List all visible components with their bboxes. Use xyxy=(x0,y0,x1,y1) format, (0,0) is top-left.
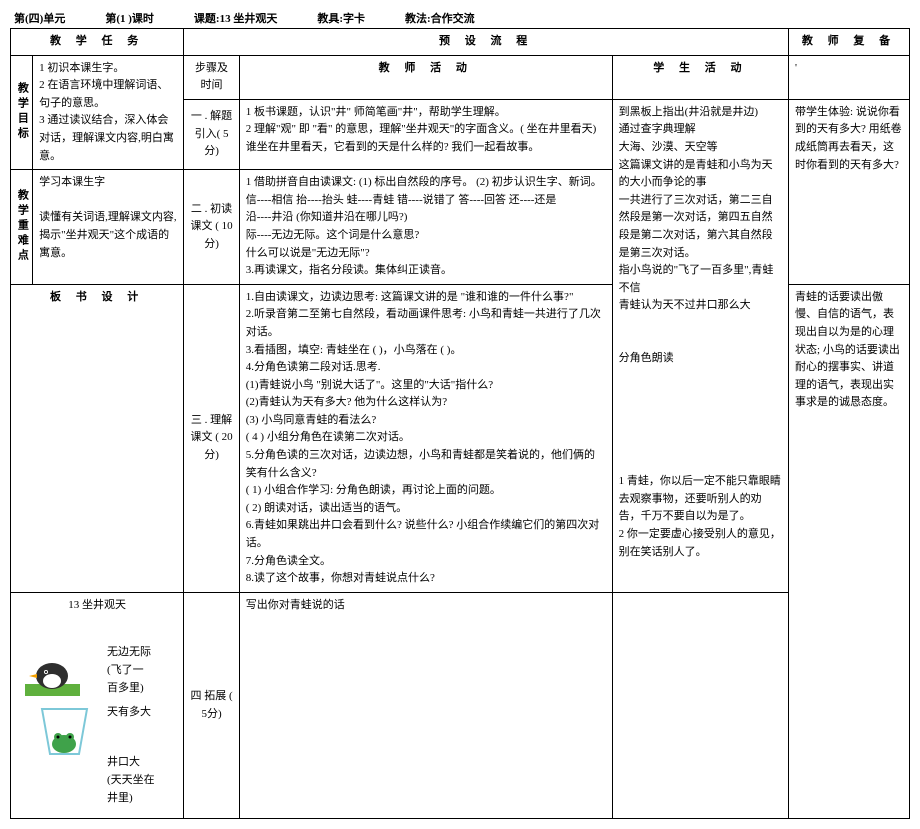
step-1: 一 . 解题引入( 5分) xyxy=(184,99,239,169)
hdr-unit: 第(四)单元 xyxy=(14,10,65,26)
label-board: 板 书 设 计 xyxy=(11,284,184,592)
col-task: 教 学 任 务 xyxy=(11,29,184,56)
col-flow: 预 设 流 程 xyxy=(184,29,789,56)
col-notes: 教 师 复 备 xyxy=(789,29,910,56)
hdr-tool: 教具:字卡 xyxy=(317,10,365,26)
board-tag3: 井口大 (天天坐在 井里) xyxy=(107,754,155,807)
hdr-method: 教法:合作交流 xyxy=(405,10,475,26)
student-4 xyxy=(612,592,788,819)
notes-2: 带学生体验: 说说你看到的天有多大? 用纸卷成纸筒再去看天，这时你看到的天有多大… xyxy=(789,99,910,284)
student-all: 到黑板上指出(井沿就是井边) 通过查字典理解 大海、沙漠、天空等 这篇课文讲的是… xyxy=(612,99,788,592)
col-step: 步骤及时间 xyxy=(184,55,239,99)
step-2: 二 . 初读课文 ( 10分) xyxy=(184,170,239,285)
board-tag2: 天有多大 xyxy=(107,704,151,722)
board-tag1: 无边无际 (飞了一 百多里) xyxy=(107,644,151,697)
notes-1: ' xyxy=(789,55,910,99)
hdr-period: 第(1 )课时 xyxy=(105,10,154,26)
bird-icon xyxy=(25,654,80,699)
board-cell: 13 坐井观天 xyxy=(11,592,184,819)
col-teacher: 教 师 活 动 xyxy=(239,55,612,99)
task-key: 学习本课生字 读懂有关词语,理解课文内容,揭示"坐井观天"这个成语的寓意。 xyxy=(33,170,184,285)
label-goal: 教学目标 xyxy=(11,55,33,170)
teacher-3: 1.自由读课文，边读边思考: 这篇课文讲的是 "谁和谁的一件什么事?" 2.听录… xyxy=(239,284,612,592)
label-key: 教学重难点 xyxy=(11,170,33,285)
teacher-4: 写出你对青蛙说的话 xyxy=(239,592,612,819)
notes-3: 青蛙的话要读出傲慢、自信的语气，表现出自以为是的心理状态; 小鸟的话要读出耐心的… xyxy=(789,284,910,819)
teacher-2: 1 借助拼音自由读课文: (1) 标出自然段的序号。 (2) 初步认识生字、新词… xyxy=(239,170,612,285)
teacher-1: 1 板书课题，认识"井" 师简笔画"井"，帮助学生理解。 2 理解"观" 即 "… xyxy=(239,99,612,169)
frog-icon xyxy=(37,704,92,764)
step-4: 四 拓展 ( 5分) xyxy=(184,592,239,819)
lesson-table: 教 学 任 务 预 设 流 程 教 师 复 备 教学目标 1 初识本课生字。 2… xyxy=(10,28,910,819)
hdr-topic: 课题:13 坐井观天 xyxy=(194,10,277,26)
task-goal: 1 初识本课生字。 2 在语言环境中理解词语、句子的意思。 3 通过读议结合，深… xyxy=(33,55,184,170)
board-title: 13 坐井观天 xyxy=(17,597,177,615)
step-3: 三 . 理解课文 ( 20分) xyxy=(184,284,239,592)
col-student: 学 生 活 动 xyxy=(612,55,788,99)
